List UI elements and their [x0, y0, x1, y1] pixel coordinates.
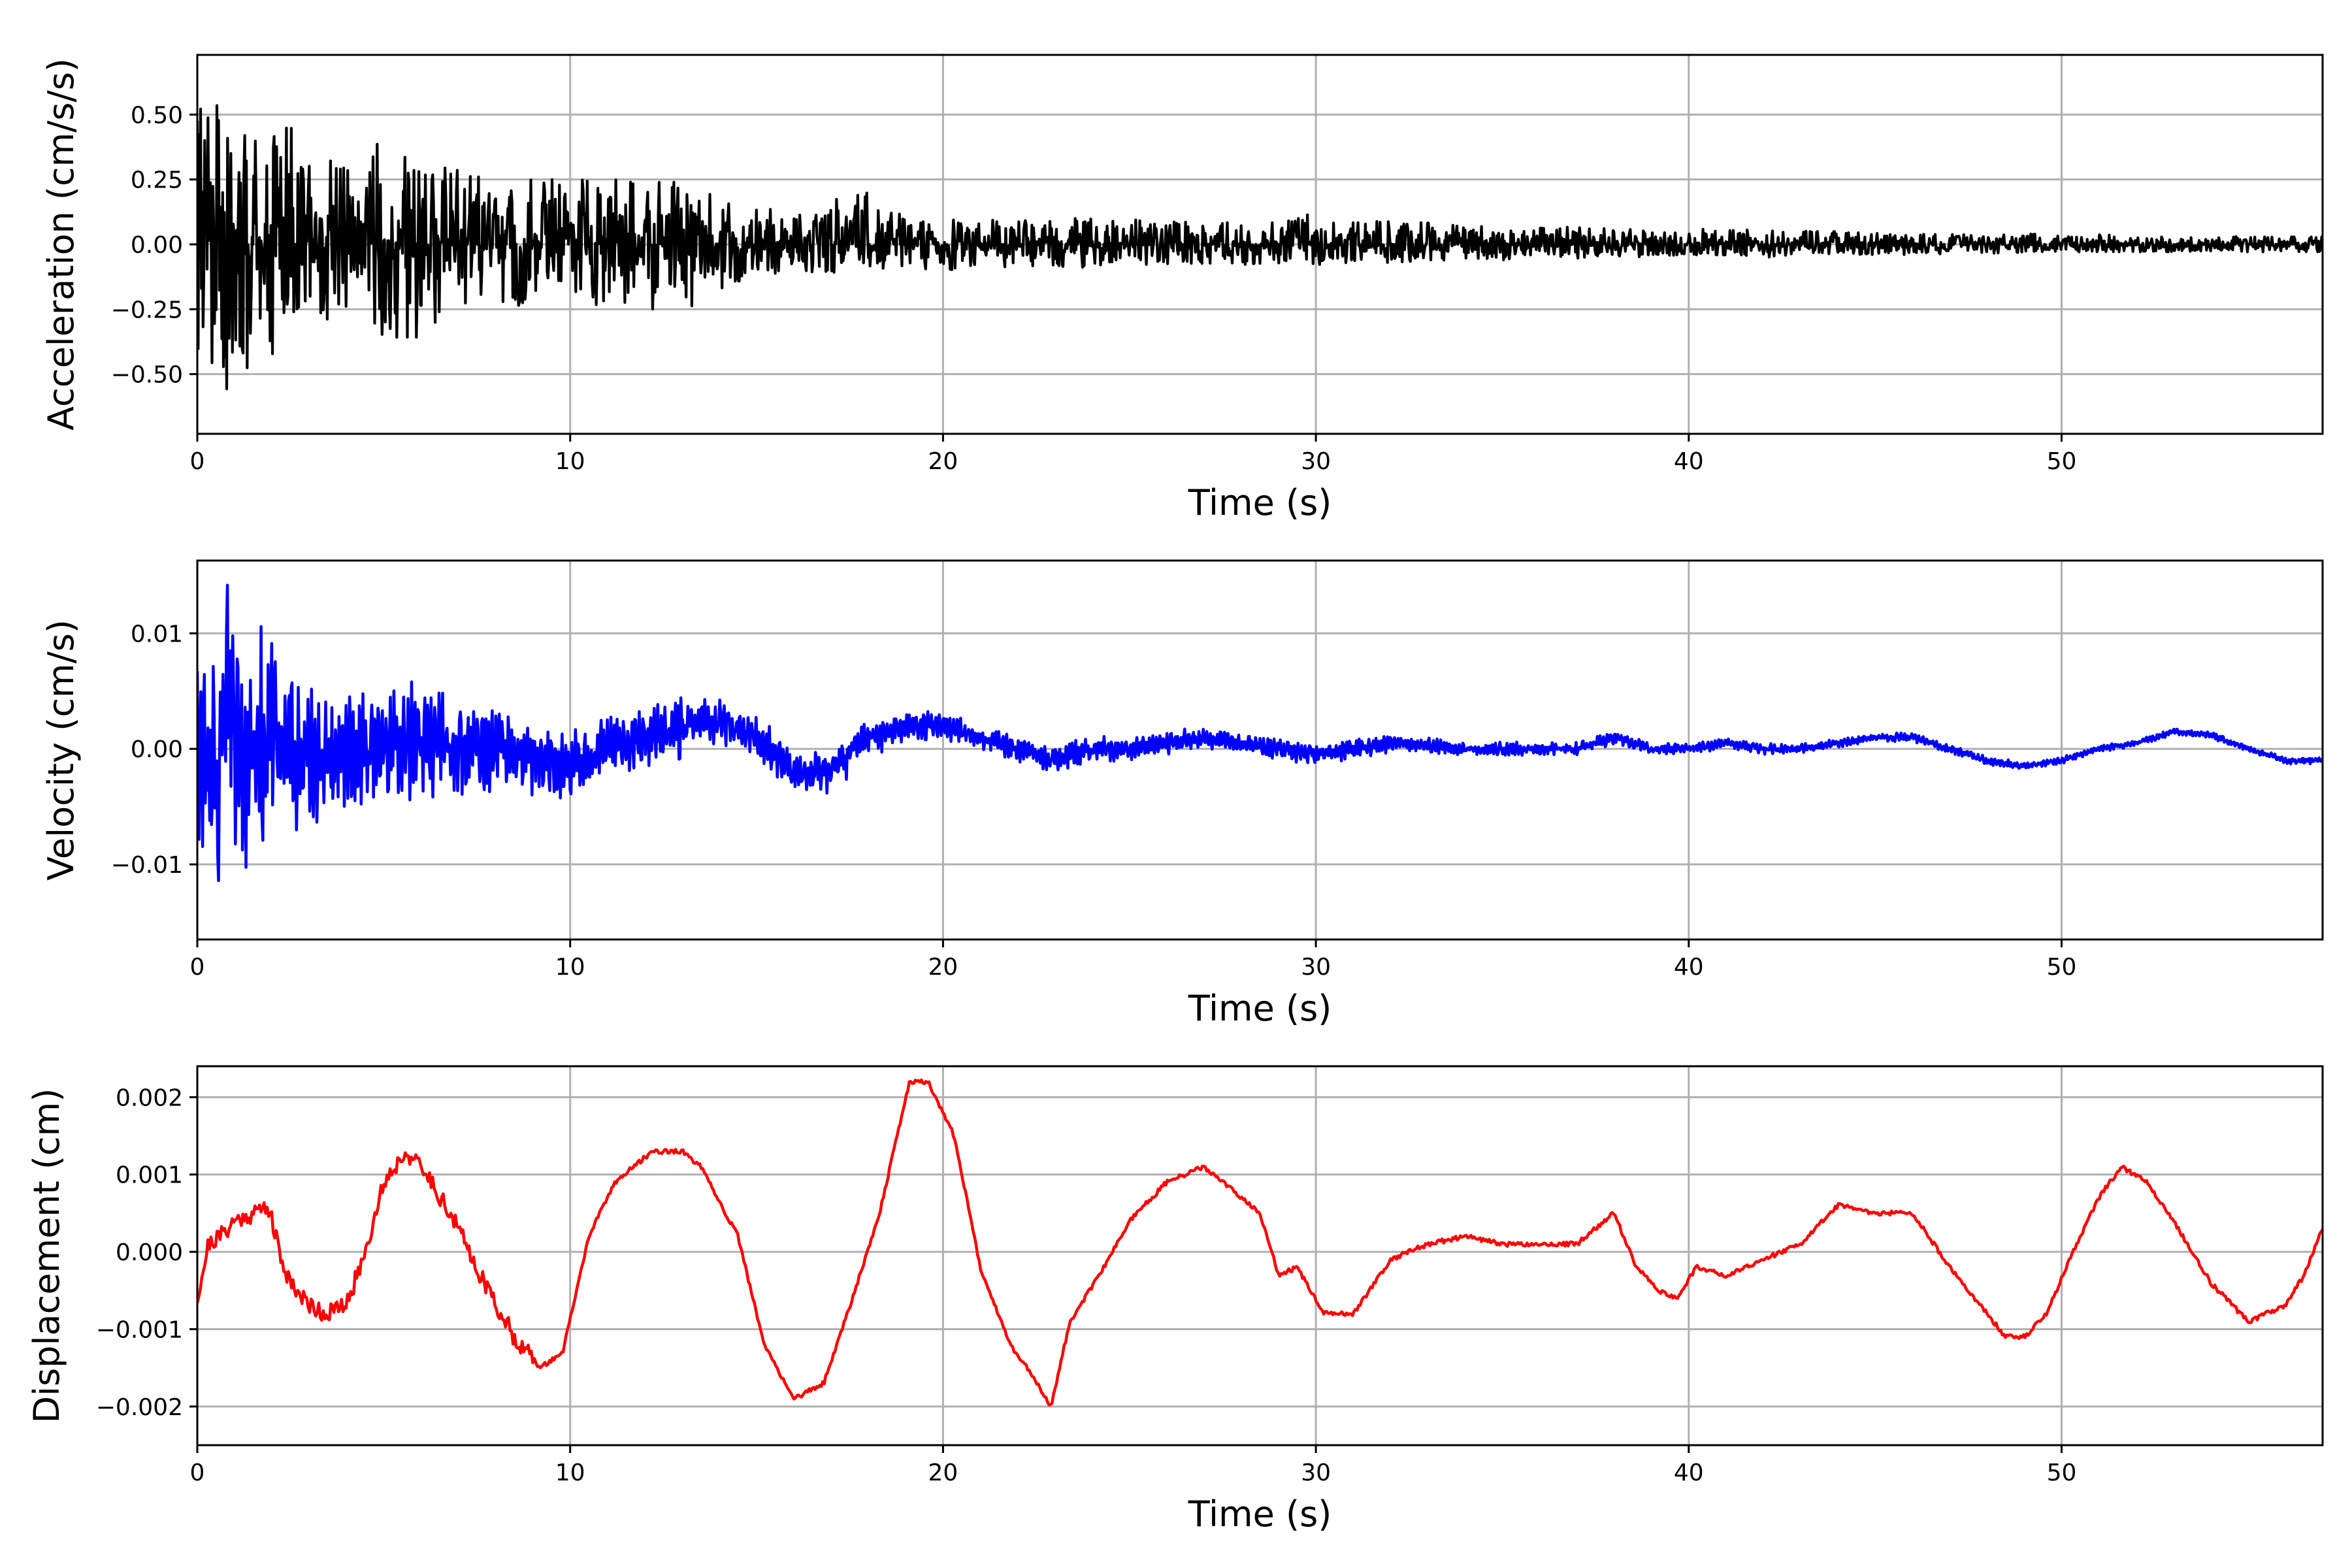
velocity-x-tick-label: 10 — [555, 954, 585, 981]
velocity-x-tick-label: 50 — [2047, 954, 2077, 981]
acceleration-y-axis-label: Acceleration (cm/s/s) — [41, 58, 82, 431]
displacement-y-tick-label: −0.002 — [96, 1394, 183, 1421]
acceleration-series-line — [197, 104, 2323, 391]
velocity-x-tick-label: 30 — [1301, 954, 1331, 981]
displacement-plot-frame — [196, 1065, 2324, 1446]
acceleration-y-tick-label: 0.50 — [131, 102, 183, 129]
displacement-x-tick-label: 50 — [2047, 1460, 2077, 1486]
acceleration-x-tick-label: 50 — [2047, 448, 2077, 475]
velocity-plot-frame — [196, 559, 2324, 941]
displacement-y-tick-label: 0.001 — [116, 1162, 183, 1189]
displacement-y-tick-label: 0.002 — [116, 1085, 183, 1111]
velocity-x-tick-label: 20 — [928, 954, 958, 981]
acceleration-y-tick-label: −0.25 — [111, 297, 183, 323]
displacement-x-tick-label: 0 — [190, 1460, 205, 1486]
acceleration-x-tick-label: 10 — [555, 448, 585, 475]
acceleration-y-tick-label: 0.00 — [131, 232, 183, 259]
displacement-series-line — [197, 1078, 2323, 1407]
velocity-y-axis-label: Velocity (cm/s) — [41, 619, 82, 881]
acceleration-x-tick-label: 40 — [1674, 448, 1704, 475]
displacement-panel: 0 10 20 30 40 50 −0.002 −0.001 0.000 0.001 0.002 Ti… — [26, 1065, 2324, 1535]
velocity-x-tick-label: 40 — [1674, 954, 1704, 981]
displacement-x-tick-label: 30 — [1301, 1460, 1331, 1486]
velocity-x-tick-label: 0 — [190, 954, 205, 981]
acceleration-panel: 0 10 20 30 40 50 −0.50 −0.25 0.00 0.25 0.50 Time (s… — [41, 54, 2324, 523]
velocity-series-line — [197, 583, 2323, 883]
acceleration-x-tick-label: 20 — [928, 448, 958, 475]
velocity-y-tick-label: −0.01 — [111, 852, 183, 879]
velocity-y-tick-label: 0.01 — [131, 621, 183, 647]
displacement-y-tick-label: 0.000 — [116, 1239, 183, 1266]
acceleration-x-tick-label: 30 — [1301, 448, 1331, 475]
velocity-panel: 0 10 20 30 40 50 −0.01 0.00 0.01 Time (s) Velocity… — [41, 559, 2324, 1029]
acceleration-x-axis-label: Time (s) — [1188, 482, 1332, 523]
displacement-x-axis-label: Time (s) — [1188, 1494, 1332, 1535]
acceleration-y-tick-label: 0.25 — [131, 167, 183, 194]
velocity-x-axis-label: Time (s) — [1188, 988, 1332, 1029]
displacement-x-tick-label: 10 — [555, 1460, 585, 1486]
displacement-x-tick-label: 20 — [928, 1460, 958, 1486]
displacement-x-tick-label: 40 — [1674, 1460, 1704, 1486]
displacement-y-tick-label: −0.001 — [96, 1316, 183, 1343]
acceleration-x-tick-label: 0 — [190, 448, 205, 475]
acceleration-y-tick-label: −0.50 — [111, 362, 183, 389]
displacement-y-axis-label: Displacement (cm) — [26, 1088, 67, 1424]
velocity-y-tick-label: 0.00 — [131, 736, 183, 763]
